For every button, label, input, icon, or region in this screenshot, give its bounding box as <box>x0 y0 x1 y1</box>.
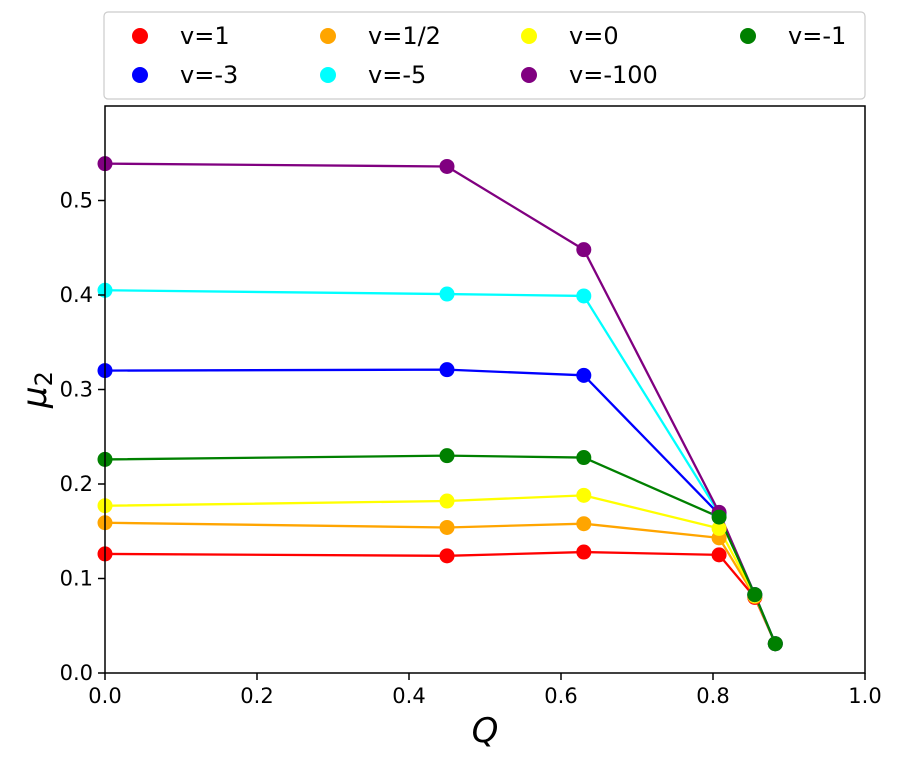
data-point-v-1 <box>711 509 727 525</box>
series-lines <box>104 162 777 645</box>
x-tick-label: 0.6 <box>544 684 577 708</box>
legend-label: v=0 <box>569 22 619 50</box>
data-point-v-1 <box>439 548 455 564</box>
data-point-v-1 <box>711 547 727 563</box>
data-point-v-1 <box>767 636 783 652</box>
y-tick-label: 0.0 <box>60 661 93 685</box>
legend-item: v=0 <box>521 22 619 50</box>
y-axis-label: μ2 <box>15 371 58 409</box>
x-axis-label: Q <box>472 711 499 751</box>
x-tick-label: 1.0 <box>848 684 881 708</box>
data-point-v-1 <box>747 587 763 603</box>
legend-label: v=-1 <box>788 22 846 50</box>
legend-item: v=-3 <box>132 61 238 89</box>
legend-item: v=-100 <box>521 61 658 89</box>
y-tick-label: 0.1 <box>60 567 93 591</box>
series-line-v-100 <box>104 162 777 645</box>
legend-label: v=-5 <box>368 61 426 89</box>
legend-item: v=-1 <box>740 22 846 50</box>
series-points <box>97 156 783 652</box>
legend-marker <box>320 67 336 83</box>
x-tick-label: 0.4 <box>392 684 425 708</box>
legend-marker <box>132 67 148 83</box>
x-axis-ticks: 0.0 0.2 0.4 0.6 0.8 1.0 <box>88 673 882 708</box>
y-axis-ticks: 0.0 0.1 0.2 0.3 0.4 0.5 <box>60 189 105 685</box>
legend-items: v=1 v=1/2 v=0 v=-1 v=-3 v=-5 v=-100 <box>132 22 846 89</box>
y-tick-label: 0.3 <box>60 378 93 402</box>
legend-item: v=1 <box>132 22 230 50</box>
legend-marker <box>132 28 148 44</box>
series-line-v-1-2 <box>104 521 777 645</box>
y-tick-label: 0.4 <box>60 283 93 307</box>
series-line-v-1 <box>104 454 777 645</box>
legend-marker <box>740 28 756 44</box>
legend-box <box>103 11 866 100</box>
y-tick-label: 0.2 <box>60 472 93 496</box>
series-line-v-0 <box>104 494 777 645</box>
x-tick-label: 0.0 <box>88 684 121 708</box>
y-axis-label-main: μ <box>15 386 55 409</box>
legend-marker <box>521 28 537 44</box>
legend-label: v=1 <box>180 22 230 50</box>
legend-label: v=1/2 <box>368 22 441 50</box>
legend-label: v=-3 <box>180 61 238 89</box>
legend-item: v=1/2 <box>320 22 441 50</box>
data-point-v-1-2 <box>439 519 455 535</box>
legend-marker <box>320 28 336 44</box>
legend-item: v=-5 <box>320 61 426 89</box>
series-line-v-5 <box>104 289 777 645</box>
x-tick-label: 0.8 <box>696 684 729 708</box>
data-point-v-5 <box>439 286 455 302</box>
data-point-v-5 <box>576 288 592 304</box>
data-point-v-1 <box>439 448 455 464</box>
data-point-v-100 <box>576 242 592 258</box>
series-line-v-1 <box>104 550 777 645</box>
series-line-v-3 <box>104 368 777 645</box>
data-point-v-3 <box>576 367 592 383</box>
x-tick-label: 0.2 <box>240 684 273 708</box>
data-point-v-1-2 <box>576 516 592 532</box>
data-point-v-1 <box>576 544 592 560</box>
data-point-v-100 <box>439 158 455 174</box>
data-point-v-0 <box>576 487 592 503</box>
data-point-v-1 <box>576 450 592 466</box>
legend: v=1 v=1/2 v=0 v=-1 v=-3 v=-5 v=-100 <box>103 11 866 100</box>
legend-label: v=-100 <box>569 61 658 89</box>
data-point-v-0 <box>711 520 727 536</box>
y-tick-label: 0.5 <box>60 189 93 213</box>
data-point-v-0 <box>439 493 455 509</box>
legend-marker <box>521 67 537 83</box>
data-point-v-3 <box>439 362 455 378</box>
y-axis-label-subscript: 2 <box>30 371 58 386</box>
